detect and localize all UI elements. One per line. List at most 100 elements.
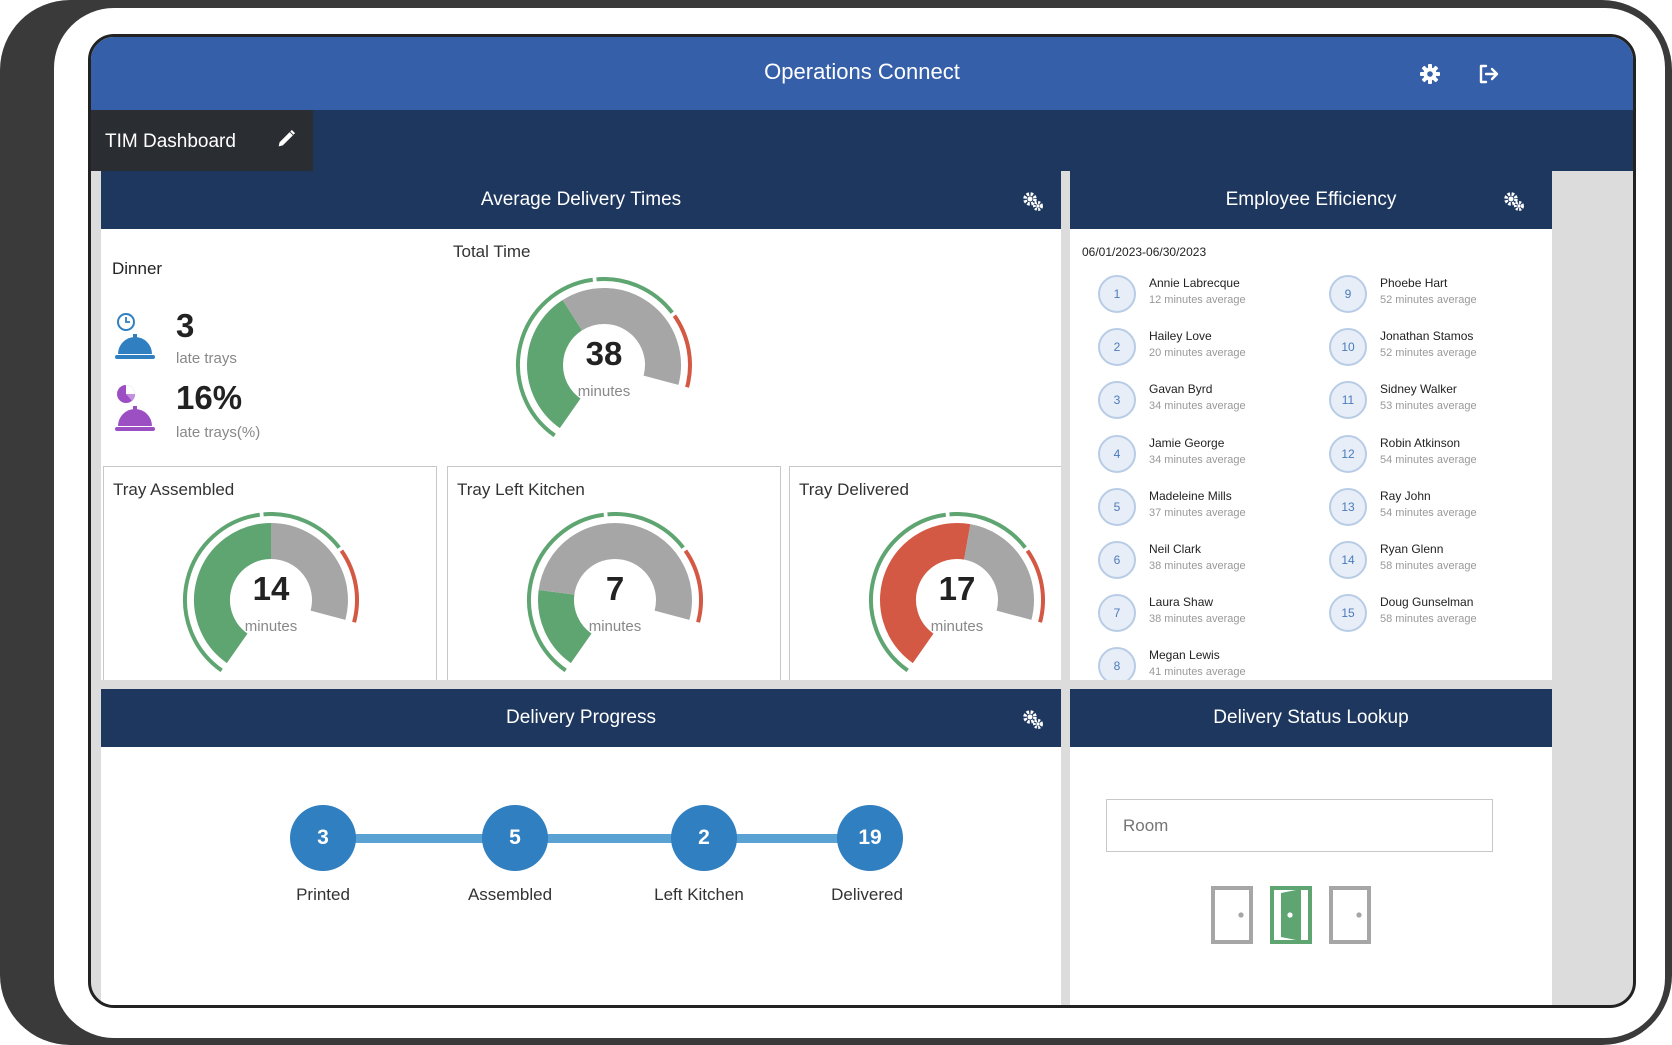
tray-assembled-gauge: 14 minutes: [171, 512, 371, 673]
step-assembled-count[interactable]: 5: [482, 805, 548, 871]
gauge-arc: [516, 277, 692, 438]
employee-average: 12 minutes average: [1149, 294, 1246, 306]
employee-name: Ray John: [1380, 488, 1431, 503]
gauge-threshold-ring: [869, 512, 947, 673]
employee-item[interactable]: 6 Neil Clark 38 minutes average: [1098, 538, 1318, 582]
employee-name: Sidney Walker: [1380, 382, 1457, 397]
employee-average: 54 minutes average: [1380, 453, 1477, 466]
employee-average: 34 minutes average: [1149, 400, 1246, 413]
employee-item[interactable]: 7 Laura Shaw 38 minutes average: [1098, 591, 1318, 635]
employee-average: 34 minutes average: [1149, 453, 1246, 466]
employee-item[interactable]: 12 Robin Atkinson 54 minutes average: [1329, 432, 1549, 476]
panel-title: Average Delivery Times: [480, 189, 682, 210]
step-delivered-count[interactable]: 19: [837, 805, 903, 871]
step-printed-count[interactable]: 3: [290, 805, 356, 871]
gauge-threshold-ring: [683, 549, 703, 623]
total-time-gauge: 38 minutes: [504, 277, 704, 438]
employee-rank: 12: [1329, 434, 1367, 473]
settings-gears-icon[interactable]: [1021, 707, 1045, 731]
gauge-threshold-ring: [949, 512, 1027, 549]
employee-item[interactable]: 1 Annie Labrecque 12 minutes average: [1098, 272, 1318, 316]
employee-rank: 1: [1098, 275, 1136, 313]
average-delivery-times-panel: Average Delivery Times Dinner 3 late tra…: [101, 171, 1061, 680]
total-time-label: Total Time: [453, 242, 531, 261]
gauge-value-band: [194, 523, 272, 664]
employee-item[interactable]: 5 Madeleine Mills 37 minutes average: [1098, 485, 1318, 529]
gauge-remaining-band: [538, 523, 692, 620]
app-header: Operations Connect: [91, 37, 1633, 110]
employee-average: 38 minutes average: [1149, 613, 1246, 626]
employee-name: Megan Lewis: [1149, 648, 1220, 663]
edit-pencil-icon[interactable]: [275, 128, 297, 150]
employee-item[interactable]: 4 Jamie George 34 minutes average: [1098, 432, 1318, 476]
gauge-value-band: [527, 300, 583, 429]
gauge-value: 17: [938, 570, 976, 607]
settings-gears-icon[interactable]: [1502, 189, 1526, 213]
employee-name: Robin Atkinson: [1380, 435, 1461, 450]
late-tray-clock-icon: [115, 313, 155, 359]
employee-item[interactable]: 2 Hailey Love 20 minutes average: [1098, 325, 1318, 369]
tab-tim-dashboard[interactable]: TIM Dashboard: [91, 110, 313, 171]
logout-icon[interactable]: [1476, 62, 1500, 86]
employee-item[interactable]: 10 Jonathan Stamos 52 minutes average: [1329, 325, 1549, 369]
gauge-value-band: [538, 589, 593, 664]
employee-efficiency-panel: Employee Efficiency 06/01/2023-06/30/202…: [1070, 171, 1552, 680]
panel-header: Delivery Progress: [101, 689, 1061, 747]
employee-name: Annie Labrecque: [1149, 276, 1240, 290]
door-closed-icon[interactable]: [1210, 885, 1254, 945]
employee-average: 37 minutes average: [1149, 506, 1246, 519]
tray-left-kitchen-gauge: 7 minutes: [515, 512, 715, 673]
employee-name: Gavan Byrd: [1149, 382, 1213, 397]
panel-title: Delivery Status Lookup: [1213, 707, 1409, 728]
employee-average: 20 minutes average: [1149, 347, 1246, 360]
date-range: 06/01/2023-06/30/2023: [1082, 245, 1207, 259]
panel-header: Delivery Status Lookup: [1070, 689, 1552, 747]
employee-average: 52 minutes average: [1380, 347, 1477, 360]
employee-item[interactable]: 11 Sidney Walker 53 minutes average: [1329, 378, 1549, 422]
gear-icon[interactable]: [1418, 62, 1442, 86]
employee-name: Madeleine Mills: [1149, 488, 1232, 503]
room-search-input[interactable]: [1106, 799, 1493, 852]
employee-item[interactable]: 14 Ryan Glenn 58 minutes average: [1329, 538, 1549, 582]
door-open-icon[interactable]: [1269, 885, 1313, 945]
gauge-threshold-ring: [1025, 549, 1045, 623]
tray-delivered-gauge: 17 minutes: [857, 512, 1057, 673]
door-closed-icon[interactable]: [1328, 885, 1372, 945]
employee-item[interactable]: 13 Ray John 54 minutes average: [1329, 485, 1549, 529]
employee-name: Neil Clark: [1149, 542, 1202, 556]
employee-average: 54 minutes average: [1380, 506, 1477, 519]
employee-rank: 13: [1329, 487, 1367, 526]
gauge-title: Tray Delivered: [799, 480, 909, 499]
employee-name: Laura Shaw: [1149, 595, 1214, 610]
gauge-value: 38: [585, 335, 623, 372]
panel-header: Employee Efficiency: [1070, 171, 1552, 229]
employee-item[interactable]: 9 Phoebe Hart 52 minutes average: [1329, 272, 1549, 316]
gauge-arc: [527, 512, 703, 673]
employee-item[interactable]: 8 Megan Lewis 41 minutes average: [1098, 644, 1318, 680]
employee-item[interactable]: 3 Gavan Byrd 34 minutes average: [1098, 378, 1318, 422]
employee-average: 41 minutes average: [1149, 666, 1246, 679]
late-tray-percent-icon: [115, 385, 155, 431]
step-delivered-label: Delivered: [831, 885, 903, 904]
employee-rank: 7: [1098, 594, 1136, 633]
gauge-threshold-ring: [607, 512, 685, 549]
step-left-kitchen-count[interactable]: 2: [671, 805, 737, 871]
step-assembled-label: Assembled: [467, 885, 553, 904]
tray-left-kitchen-card: Tray Left Kitchen 7 minutes: [447, 466, 781, 680]
tray-delivered-card: Tray Delivered 17 minutes: [789, 466, 1061, 680]
employee-rank: 6: [1098, 541, 1136, 579]
employee-average: 53 minutes average: [1380, 400, 1477, 413]
employee-rank: 4: [1098, 434, 1136, 473]
employee-item[interactable]: 15 Doug Gunselman 58 minutes average: [1329, 591, 1549, 635]
settings-gears-icon[interactable]: [1021, 189, 1045, 213]
gauge-unit: minutes: [588, 618, 642, 635]
gauge-threshold-ring: [596, 277, 674, 314]
employee-name: Hailey Love: [1149, 329, 1212, 344]
gauge-threshold-ring: [527, 512, 605, 673]
step-printed-label: Printed: [296, 885, 350, 904]
late-trays-percent-label: late trays(%): [176, 424, 261, 441]
employee-rank: 15: [1329, 594, 1367, 633]
gauge-value: 14: [252, 570, 290, 607]
employee-average: 52 minutes average: [1380, 294, 1477, 306]
gauge-value-band: [880, 523, 971, 664]
